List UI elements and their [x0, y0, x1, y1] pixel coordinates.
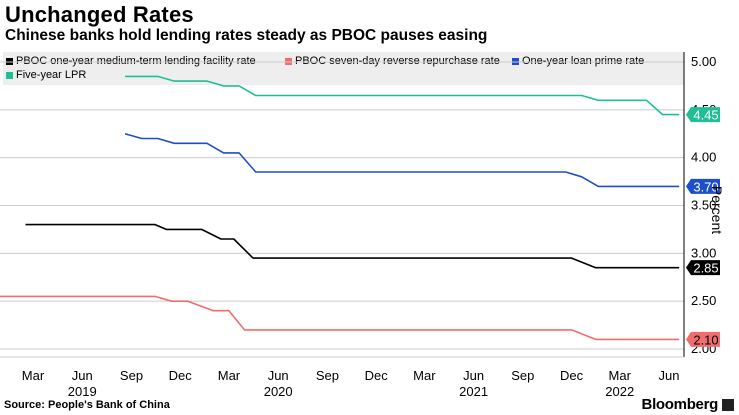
x-year-label: 2020 — [264, 384, 293, 399]
x-year-label: 2022 — [605, 384, 634, 399]
end-value-label: 3.70 — [693, 179, 718, 194]
legend-label-lpr-5y: Five-year LPR — [16, 69, 87, 81]
series-line — [0, 295, 680, 341]
end-value-label: 2.85 — [693, 261, 718, 276]
y-axis-title: Percent — [709, 185, 725, 235]
series-line — [125, 75, 680, 116]
y-tick-label: 3.00 — [691, 245, 716, 260]
legend-swatch-mlf — [6, 57, 13, 65]
legend-label-mlf: PBOC one-year medium-term lending facili… — [16, 55, 256, 67]
legend: PBOC one-year medium-term lending facili… — [3, 52, 684, 85]
x-tick-label: Jun — [268, 368, 289, 383]
end-value-label: 2.10 — [693, 332, 718, 347]
y-tick-label: 5.00 — [691, 54, 716, 69]
legend-label-lpr-1y: One-year loan prime rate — [522, 55, 645, 67]
legend-label-reverse-repo: PBOC seven-day reverse repurchase rate — [295, 55, 500, 67]
y-tick-label: 3.50 — [691, 198, 716, 213]
x-tick-label: Dec — [365, 368, 389, 383]
chart-title: Unchanged Rates — [5, 2, 194, 27]
end-label-badge — [686, 331, 720, 347]
source-note: Source: People's Bank of China — [4, 399, 170, 411]
x-tick-label: Sep — [511, 368, 534, 383]
end-label-badge — [686, 260, 720, 276]
bloomberg-logo: Bloomberg — [641, 396, 719, 413]
x-tick-label: Mar — [413, 368, 436, 383]
x-tick-label: Sep — [316, 368, 339, 383]
x-tick-label: Mar — [218, 368, 241, 383]
end-label-badge — [686, 107, 720, 123]
legend-item-reverse-repo: PBOC seven-day reverse repurchase rate — [285, 55, 500, 67]
x-tick-label: Jun — [659, 368, 680, 383]
x-year-label: 2019 — [68, 384, 97, 399]
x-tick-label: Mar — [22, 368, 45, 383]
x-tick-label: Mar — [609, 368, 632, 383]
end-label-badge — [686, 178, 720, 194]
legend-item-mlf: PBOC one-year medium-term lending facili… — [6, 55, 256, 67]
x-tick-label: Jun — [463, 368, 484, 383]
legend-item-lpr-1y: One-year loan prime rate — [512, 55, 644, 67]
x-tick-label: Dec — [169, 368, 193, 383]
y-tick-label: 4.00 — [691, 150, 716, 165]
chart-subtitle: Chinese banks hold lending rates steady … — [5, 27, 488, 44]
legend-swatch-reverse-repo — [285, 57, 292, 65]
y-tick-label: 2.50 — [691, 293, 716, 308]
x-tick-label: Sep — [120, 368, 143, 383]
legend-item-lpr-5y: Five-year LPR — [6, 69, 86, 81]
series-line — [124, 133, 680, 188]
series-line — [25, 223, 680, 269]
x-year-label: 2021 — [459, 384, 488, 399]
x-tick-label: Dec — [560, 368, 584, 383]
legend-swatch-lpr-5y — [6, 71, 13, 79]
end-value-label: 4.45 — [693, 108, 718, 123]
x-tick-label: Jun — [72, 368, 93, 383]
bloomberg-mark-icon — [722, 399, 734, 411]
legend-swatch-lpr-1y — [512, 57, 519, 65]
